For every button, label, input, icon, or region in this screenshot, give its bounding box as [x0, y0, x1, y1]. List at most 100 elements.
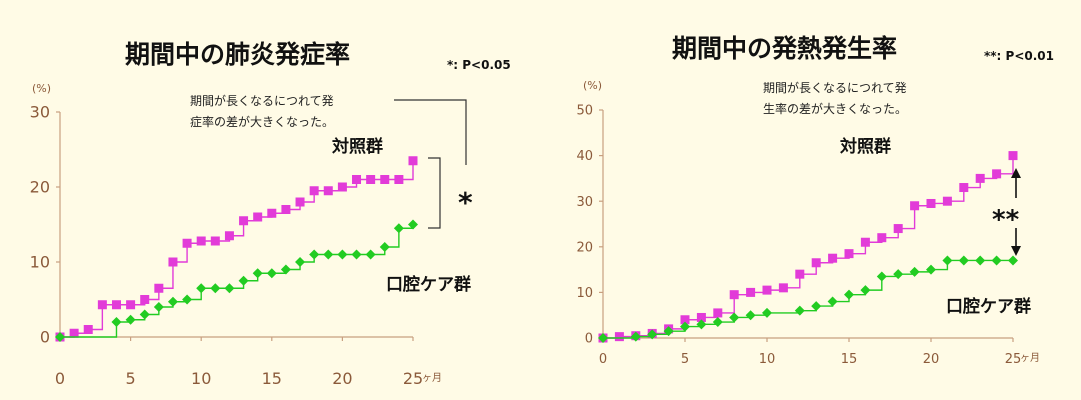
- chart2-series-oralcare-marker: [909, 266, 920, 277]
- chart1-series-control-marker: [281, 205, 291, 214]
- chart2-series-control-marker: [942, 196, 952, 206]
- chart2-series-oralcare-marker: [794, 305, 805, 316]
- chart1-x-tick-label: 0: [55, 369, 65, 388]
- chart2-series-oralcare-marker: [860, 285, 871, 296]
- chart1-annotation-line1: 期間が長くなるにつれて発: [190, 93, 334, 108]
- chart2-series-control-marker: [975, 173, 985, 183]
- chart2-series-oralcare-marker: [876, 271, 887, 282]
- chart2-series-oralcare-marker: [729, 312, 740, 323]
- chart2-title: 期間中の発熱発生率: [672, 34, 897, 63]
- chart1-series-oralcare-marker: [266, 268, 277, 279]
- chart2-annotation-line2: 生率の差が大きくなった。: [763, 101, 907, 116]
- chart2-series-control-marker: [762, 285, 772, 295]
- chart2-significance: **: P<0.01: [984, 49, 1054, 63]
- chart1-series-control-marker: [210, 236, 220, 246]
- chart2-series-oralcare-marker: [827, 296, 838, 307]
- chart2-series-oralcare-marker: [811, 301, 822, 312]
- chart2-series-oralcare-marker: [598, 333, 608, 343]
- chart1-series-oralcare-marker: [309, 249, 320, 260]
- chart2-series-oralcare-marker: [630, 331, 641, 342]
- chart2-series-oralcare-marker: [663, 326, 674, 337]
- chart1-comparison-bracket: [428, 157, 441, 229]
- chart1-series-oralcare-marker: [337, 249, 348, 260]
- chart2-series-control-marker: [828, 253, 838, 263]
- chart2-y-tick-label: 0: [585, 332, 593, 347]
- chart2-x-tick-label: 5: [681, 352, 689, 367]
- chart1-series-control-marker: [196, 236, 206, 246]
- chart1-series-oralcare-marker: [379, 242, 390, 252]
- chart1-series-control-marker: [295, 197, 305, 207]
- chart2-series-oralcare-marker: [893, 269, 904, 280]
- chart1-series-oralcare-marker: [280, 264, 291, 275]
- chart1-series-control-marker: [182, 238, 192, 248]
- chart2-y-tick-label: 40: [576, 149, 593, 164]
- chart1-series-control-marker: [239, 216, 249, 226]
- chart1-series-control-marker: [323, 186, 333, 196]
- chart2-series-oralcare-marker: [958, 255, 969, 266]
- chart2-series-oralcare-marker: [1008, 255, 1018, 266]
- chart2-series-oralcare-marker: [991, 255, 1002, 266]
- chart2-series-control-marker: [811, 258, 821, 268]
- chart1-series-oralcare-marker: [111, 317, 122, 327]
- chart2-series-control-marker: [729, 290, 739, 300]
- chart2-series-oralcare-marker: [680, 321, 690, 332]
- chart2-series-oralcare-marker: [745, 310, 756, 321]
- chart2-y-tick-label: 50: [576, 104, 593, 119]
- chart1-series-oralcare-marker: [238, 275, 249, 286]
- chart2-series-oralcare-marker: [926, 264, 936, 275]
- chart2-unit-label: (%): [583, 79, 602, 92]
- chart2-series-oralcare-marker: [712, 317, 723, 328]
- chart2-series-control-marker: [696, 312, 706, 322]
- chart2-series-control-marker: [877, 233, 887, 243]
- chart2-series-oralcare-marker: [762, 307, 772, 318]
- chart2-x-unit: ヶ月: [1020, 352, 1040, 364]
- chart2-series-control-marker: [746, 287, 756, 297]
- chart1-series-oralcare-marker: [351, 249, 362, 260]
- chart2-y-tick-label: 30: [576, 195, 593, 210]
- chart2-series-control-marker: [926, 198, 936, 208]
- chart1-series-oralcare-marker: [196, 283, 207, 294]
- chart1-series-control-marker: [267, 208, 277, 218]
- chart1-series-oralcare-marker: [393, 223, 404, 234]
- chart1-series-control-marker: [309, 186, 319, 196]
- chart1-series-oralcare-marker: [210, 283, 221, 294]
- chart2-series-oralcare-marker: [696, 319, 707, 330]
- chart1-series-control-marker: [154, 283, 164, 293]
- chart2-series-control-marker: [860, 237, 870, 247]
- chart1-x-tick-label: 5: [126, 369, 136, 388]
- chart2-series-control-marker: [992, 169, 1002, 179]
- chart1-series-oralcare-marker: [295, 257, 306, 267]
- chart1-series-oralcare-marker: [323, 249, 334, 260]
- chart1-unit-label: (%): [32, 82, 51, 95]
- chart2-comparison-mark: **: [992, 205, 1020, 235]
- chart2-series-control-marker: [893, 224, 903, 234]
- chart1-series-control-marker: [380, 175, 390, 184]
- chart2-series-oralcare-marker: [975, 255, 986, 266]
- chart1-series-control-marker: [97, 300, 107, 310]
- chart1-series-oralcare-marker: [365, 249, 376, 260]
- chart1-series-oralcare-marker: [139, 309, 150, 320]
- chart1-annotation-line2: 症率の差が大きくなった。: [190, 114, 334, 129]
- chart2-x-tick-label: 20: [923, 352, 940, 367]
- chart1-series-control-line: [60, 160, 414, 338]
- chart2-series-oralcare-marker: [647, 329, 658, 340]
- chart2-series-control-marker: [614, 332, 624, 342]
- chart1-series-control-marker: [337, 182, 347, 192]
- chart1-series-control-marker: [69, 328, 79, 338]
- chart1-significance: *: P<0.05: [447, 58, 511, 72]
- chart2-series-oralcare-marker: [844, 289, 854, 300]
- chart2-x-tick-label: 10: [759, 352, 776, 367]
- chart1-x-tick-label: 20: [332, 369, 352, 388]
- chart1-x-unit: ヶ月: [422, 372, 442, 384]
- chart1-control-label: 対照群: [331, 136, 383, 157]
- chart1-series-oralcare-marker: [224, 283, 235, 294]
- chart1-y-tick-label: 30: [30, 103, 50, 122]
- chart2-y-tick-label: 20: [576, 240, 593, 255]
- chart2-oralcare-label: 口腔ケア群: [946, 296, 1031, 317]
- chart1-x-tick-label: 25: [403, 369, 423, 388]
- chart1-series-oralcare-marker: [167, 296, 178, 307]
- chart1-series-control-marker: [111, 300, 121, 310]
- chart2-arrow-up-head: [1011, 168, 1021, 178]
- chart-marks-layer: 0 10 20 30 0 5 10 15 20 25 0 10 20 30 40 50 0 5 10 15 20 25: [30, 99, 1021, 388]
